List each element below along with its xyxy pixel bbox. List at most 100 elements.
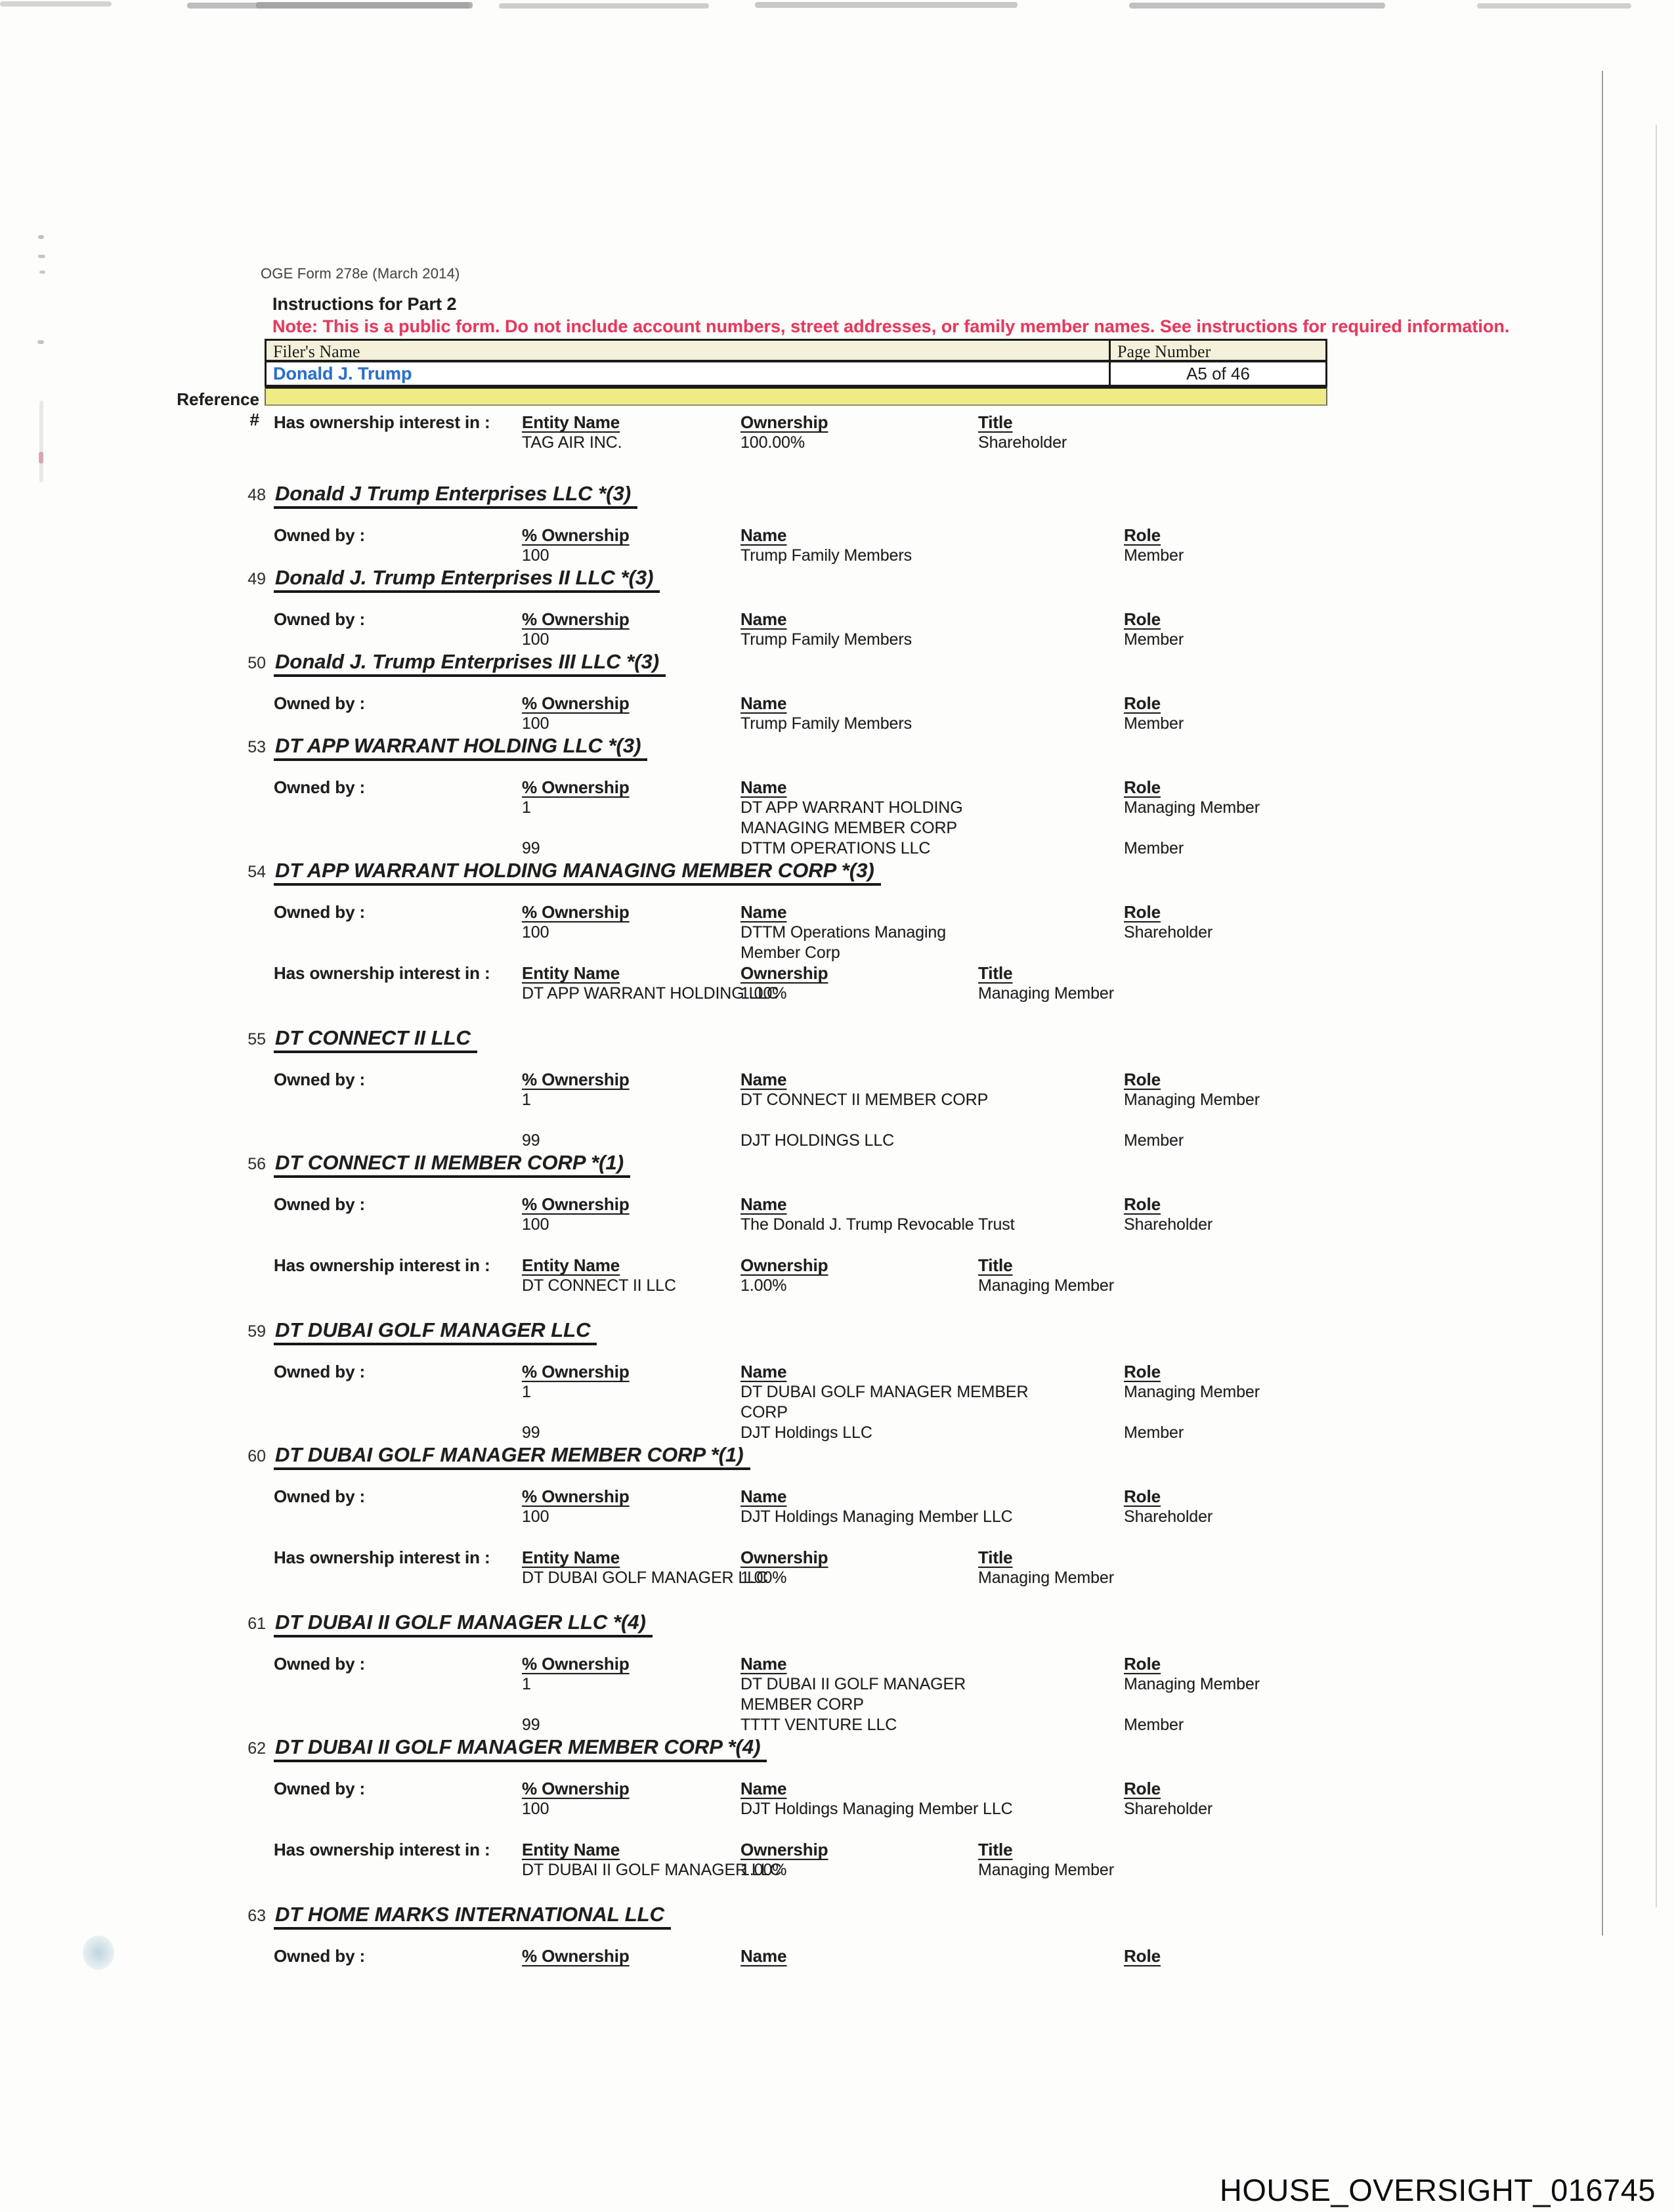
entity-number: 59: [247, 1322, 266, 1341]
spacer-cell: [274, 798, 522, 838]
entity-title: DT CONNECT II LLC: [274, 1026, 477, 1053]
scan-artifact: [83, 1936, 114, 1970]
entity-number: 55: [247, 1030, 266, 1049]
interest-title-value: Shareholder: [978, 433, 1067, 452]
ownership-header: Ownership: [740, 963, 828, 983]
entity-block: 63 DT HOME MARKS INTERNATIONAL LLC Owned …: [0, 1903, 1674, 1966]
owned-name-value: DJT HOLDINGS LLC: [740, 1131, 895, 1150]
role-header: Role: [1124, 777, 1161, 797]
interest-section: Has ownership interest in : Entity Name …: [0, 1840, 1674, 1880]
entity-title: Donald J Trump Enterprises LLC *(3): [274, 482, 638, 509]
owned-pct-value: 100: [522, 1215, 549, 1234]
interest-title-value: Managing Member: [978, 1861, 1114, 1879]
scan-artifact: [37, 340, 44, 344]
spacer-cell: [274, 1799, 522, 1840]
owned-role-value: Shareholder: [1124, 1800, 1213, 1818]
entity-title: Donald J. Trump Enterprises II LLC *(3): [274, 566, 660, 593]
owned-by-rows: 1 DT DUBAI GOLF MANAGER MEMBER CORP Managi…: [0, 1382, 1674, 1443]
reference-number-band: [265, 386, 1327, 406]
owned-role-value: Member: [1124, 1131, 1184, 1150]
scan-artifact: [499, 3, 709, 9]
entity-title-row: 54 DT APP WARRANT HOLDING MANAGING MEMBER…: [241, 859, 1674, 888]
owned-by-header-row: Owned by : % Ownership Name Role: [274, 693, 1674, 714]
entity-number: 62: [247, 1739, 266, 1758]
owned-by-row: 100 DJT Holdings Managing Member LLC Share…: [274, 1799, 1674, 1840]
role-header: Role: [1124, 1194, 1161, 1214]
intro-interest-section: Has ownership interest in : Entity Name …: [0, 412, 1674, 453]
owned-by-label: Owned by :: [274, 1362, 366, 1381]
ownership-header: Ownership: [740, 1255, 828, 1275]
entity-title: DT APP WARRANT HOLDING LLC *(3): [274, 734, 648, 761]
entity-title: DT HOME MARKS INTERNATIONAL LLC: [274, 1903, 671, 1930]
owned-by-header-row: Owned by : % Ownership Name Role: [274, 777, 1674, 798]
spacer-cell: [274, 630, 522, 650]
entity-name-header: Entity Name: [522, 1255, 620, 1275]
entities: 48 Donald J Trump Enterprises LLC *(3) Ow…: [0, 482, 1674, 1966]
owned-by-header-row: Owned by : % Ownership Name Role: [274, 1946, 1674, 1966]
owned-by-rows: 100 Trump Family Members Member: [0, 714, 1674, 734]
spacer-cell: [274, 1131, 522, 1151]
role-header: Role: [1124, 1070, 1161, 1089]
owned-name-value: DJT Holdings Managing Member LLC: [740, 1800, 1013, 1818]
owned-by-label: Owned by :: [274, 1070, 366, 1089]
scan-artifact: [38, 235, 44, 239]
filer-table: Filer's Name Page Number Donald J. Trump…: [265, 339, 1327, 387]
document-body: Has ownership interest in : Entity Name …: [0, 408, 1674, 1966]
entity-title-row: 48 Donald J Trump Enterprises LLC *(3): [241, 482, 1674, 511]
interest-header-row: Has ownership interest in : Entity Name …: [274, 1840, 1674, 1860]
entity-title-row: 63 DT HOME MARKS INTERNATIONAL LLC: [241, 1903, 1674, 1932]
owned-name-value: DJT Holdings Managing Member LLC: [740, 1507, 1013, 1526]
interest-section: Has ownership interest in : Entity Name …: [0, 1255, 1674, 1296]
owned-by-label: Owned by :: [274, 693, 366, 713]
entity-title-row: 56 DT CONNECT II MEMBER CORP *(1): [241, 1151, 1674, 1180]
owned-by-row: 100 Trump Family Members Member: [274, 546, 1674, 566]
interest-value-row: DT APP WARRANT HOLDING LLC 1.00% Managin…: [274, 984, 1674, 1004]
owned-by-header-row: Owned by : % Ownership Name Role: [274, 1194, 1674, 1215]
pct-ownership-header: % Ownership: [522, 525, 630, 545]
pct-ownership-header: % Ownership: [522, 1362, 630, 1381]
owned-by-label: Owned by :: [274, 1946, 366, 1966]
title-header: Title: [978, 412, 1013, 432]
spacer-cell: [274, 838, 522, 859]
pct-ownership-header: % Ownership: [522, 1946, 630, 1966]
owned-by-label: Owned by :: [274, 1779, 366, 1798]
entity-title-row: 55 DT CONNECT II LLC: [241, 1026, 1674, 1055]
owned-by-rows: 1 DT CONNECT II MEMBER CORP Managing Membe…: [0, 1090, 1674, 1151]
role-header: Role: [1124, 525, 1161, 545]
scan-artifact: [39, 401, 43, 483]
owned-role-value: Managing Member: [1124, 1675, 1260, 1693]
entity-title-row: 53 DT APP WARRANT HOLDING LLC *(3): [241, 734, 1674, 763]
oversight-watermark: HOUSE_OVERSIGHT_016745: [1219, 2173, 1656, 2207]
owned-pct-value: 99: [522, 839, 540, 857]
owned-by-label: Owned by :: [274, 777, 366, 797]
scan-artifact: [1656, 125, 1657, 1907]
entity-title: Donald J. Trump Enterprises III LLC *(3): [274, 650, 666, 677]
title-header: Title: [978, 1840, 1013, 1859]
interest-title-value: Managing Member: [978, 984, 1114, 1003]
scan-artifact: [256, 2, 473, 9]
spacer-cell: [274, 1860, 522, 1880]
interest-ownership-value: 100.00%: [740, 433, 805, 452]
entity-block: 50 Donald J. Trump Enterprises III LLC *(…: [0, 650, 1674, 734]
owned-by-header-row: Owned by : % Ownership Name Role: [274, 525, 1674, 546]
interest-ownership-value: 1.00%: [740, 1276, 787, 1295]
spacer-cell: [274, 433, 522, 453]
entity-name-header: Entity Name: [522, 963, 620, 983]
name-header: Name: [740, 902, 787, 922]
role-header: Role: [1124, 1362, 1161, 1381]
interest-ownership-value: 1.00%: [740, 1861, 787, 1879]
public-form-note: Note: This is a public form. Do not incl…: [272, 316, 1510, 336]
owned-by-rows: 100 DTTM Operations Managing Member Corp S…: [0, 922, 1674, 963]
role-header: Role: [1124, 1779, 1161, 1798]
title-header: Title: [978, 1548, 1013, 1567]
spacer-cell: [274, 1568, 522, 1588]
interest-header-row: Has ownership interest in : Entity Name …: [274, 412, 1674, 433]
entity-block: 54 DT APP WARRANT HOLDING MANAGING MEMBER…: [0, 859, 1674, 1004]
owned-by-rows: 1 DT DUBAI II GOLF MANAGER MEMBER CORP Man…: [0, 1674, 1674, 1735]
entity-number: 50: [247, 654, 266, 672]
entity-title-row: 60 DT DUBAI GOLF MANAGER MEMBER CORP *(1): [241, 1443, 1674, 1472]
owned-by-rows: 100 Trump Family Members Member: [0, 546, 1674, 566]
owned-name-value: DT CONNECT II MEMBER CORP: [740, 1091, 989, 1109]
entity-title: DT DUBAI II GOLF MANAGER LLC *(4): [274, 1611, 653, 1637]
entity-title: DT DUBAI GOLF MANAGER LLC: [274, 1318, 597, 1345]
